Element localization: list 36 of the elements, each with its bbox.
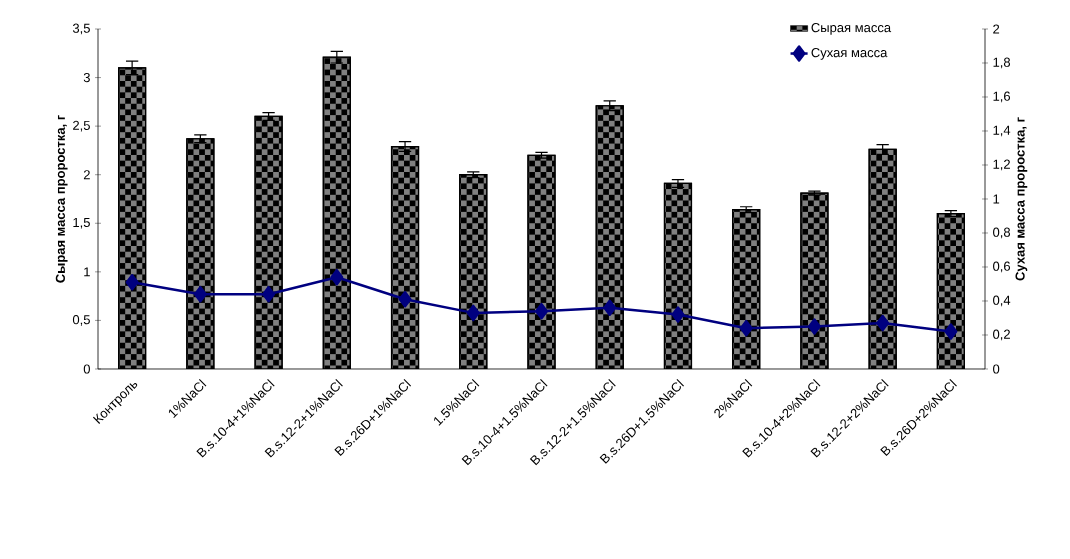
y2-tick-label: 0,6	[993, 261, 1011, 273]
y-axis-title: Сырая масса проростка, г	[55, 115, 68, 283]
y2-axis-title: Сухая масса проростка, г	[1015, 117, 1028, 281]
point	[466, 304, 480, 322]
y-tick-label: 2	[83, 170, 90, 180]
y-tick-label: 0	[83, 364, 90, 374]
point	[807, 318, 821, 335]
point	[125, 274, 139, 291]
point	[330, 268, 344, 286]
y2-tick-label: 1,8	[993, 57, 1011, 69]
point	[671, 306, 685, 323]
y2-tick-label: 0	[993, 364, 1000, 374]
y2-tick-label: 1	[993, 194, 1000, 204]
point	[262, 285, 276, 303]
point	[193, 285, 207, 303]
y2-tick-label: 2	[993, 24, 1000, 34]
y2-tick-label: 1,2	[993, 159, 1010, 171]
y2-tick-label: 0,4	[993, 295, 1011, 307]
point	[739, 319, 753, 337]
y-tick-label: 0,5	[72, 315, 90, 326]
y-tick-label: 3	[83, 72, 90, 83]
point	[876, 314, 890, 332]
y2-tick-label: 0,2	[993, 329, 1010, 341]
point	[398, 291, 412, 308]
y-tick-label: 1,5	[73, 217, 90, 229]
legend-label: Сырая масса	[811, 22, 892, 35]
y2-tick-label: 0,8	[993, 227, 1011, 239]
y-tick-label: 2,5	[73, 120, 90, 132]
point	[944, 323, 958, 340]
point	[603, 299, 617, 317]
legend-label: Сухая масса	[811, 48, 888, 60]
point	[535, 302, 549, 320]
y-tick-label: 3,5	[72, 23, 90, 35]
y2-tick-label: 1,4	[993, 125, 1011, 137]
y2-tick-label: 1,6	[993, 91, 1011, 103]
y-tick-label: 1	[84, 267, 90, 277]
